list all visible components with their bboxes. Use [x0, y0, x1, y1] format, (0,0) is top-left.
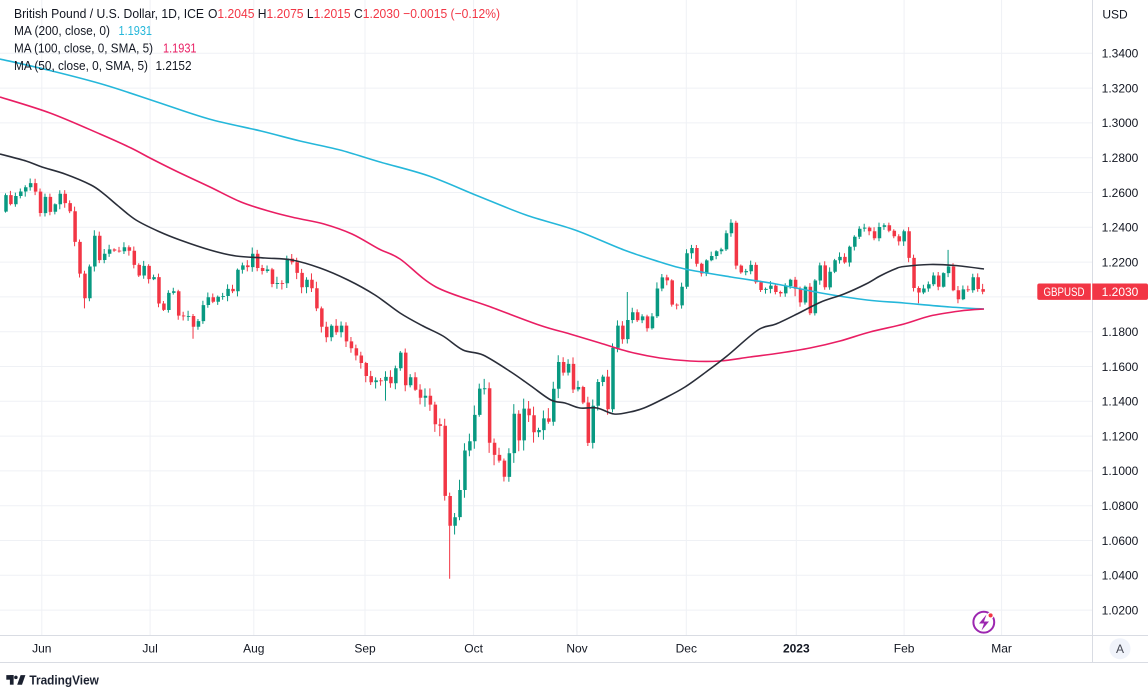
svg-text:A: A [1116, 642, 1124, 656]
svg-text:1.3200: 1.3200 [1102, 81, 1139, 95]
svg-text:Aug: Aug [243, 642, 264, 656]
svg-text:1.1400: 1.1400 [1102, 395, 1139, 409]
svg-text:1.2152: 1.2152 [156, 58, 192, 73]
svg-text:1.0200: 1.0200 [1102, 603, 1139, 617]
svg-text:1.1000: 1.1000 [1102, 464, 1139, 478]
svg-text:1.0400: 1.0400 [1102, 569, 1139, 583]
svg-text:1.1931: 1.1931 [163, 41, 197, 56]
svg-text:1.3000: 1.3000 [1102, 116, 1139, 130]
svg-text:1.1200: 1.1200 [1102, 429, 1139, 443]
svg-text:1.3400: 1.3400 [1102, 47, 1139, 61]
svg-text:Nov: Nov [566, 642, 587, 656]
svg-text:Jun: Jun [32, 642, 51, 656]
svg-text:Sep: Sep [354, 642, 376, 656]
svg-text:Mar: Mar [991, 642, 1012, 656]
svg-text:O1.2045 H1.2075 L1.2015 C1.203: O1.2045 H1.2075 L1.2015 C1.2030 −0.0015 … [208, 6, 500, 21]
svg-text:1.2030: 1.2030 [1102, 285, 1139, 299]
svg-text:Oct: Oct [464, 642, 483, 656]
svg-text:British Pound / U.S. Dollar, 1: British Pound / U.S. Dollar, 1D, ICE [14, 6, 204, 21]
svg-text:Dec: Dec [676, 642, 697, 656]
svg-text:MA (200, close, 0): MA (200, close, 0) [14, 23, 110, 38]
svg-text:1.2800: 1.2800 [1102, 151, 1139, 165]
svg-text:1.0800: 1.0800 [1102, 499, 1139, 513]
svg-text:TradingView: TradingView [29, 672, 99, 687]
svg-text:MA (100, close, 0, SMA, 5): MA (100, close, 0, SMA, 5) [14, 41, 153, 56]
svg-text:1.2600: 1.2600 [1102, 186, 1139, 200]
svg-text:1.1600: 1.1600 [1102, 360, 1139, 374]
svg-text:1.1800: 1.1800 [1102, 325, 1139, 339]
svg-text:1.2200: 1.2200 [1102, 255, 1139, 269]
svg-text:1.2400: 1.2400 [1102, 221, 1139, 235]
svg-text:MA (50, close, 0, SMA, 5): MA (50, close, 0, SMA, 5) [14, 58, 148, 73]
svg-text:1.1931: 1.1931 [119, 23, 153, 38]
svg-text:USD: USD [1102, 7, 1128, 21]
svg-text:GBPUSD: GBPUSD [1044, 285, 1085, 299]
svg-text:Jul: Jul [142, 642, 157, 656]
svg-text:1.0600: 1.0600 [1102, 534, 1139, 548]
svg-text:Feb: Feb [894, 642, 915, 656]
svg-text:2023: 2023 [783, 642, 810, 656]
